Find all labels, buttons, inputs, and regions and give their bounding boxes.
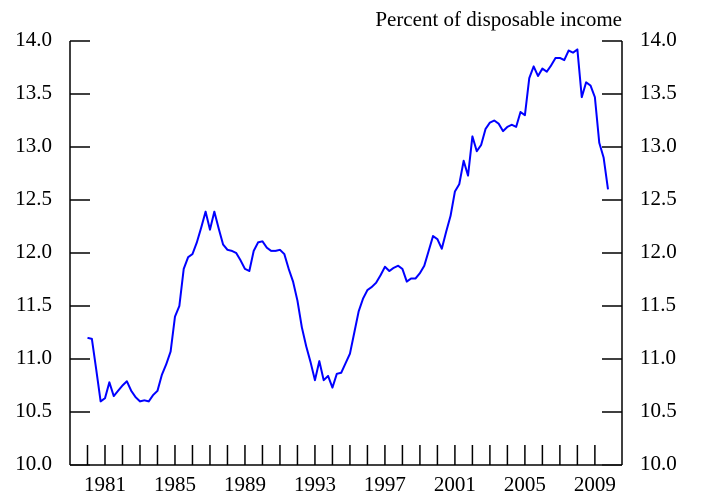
x-tick-label: 1989 xyxy=(224,472,266,496)
y-tick-label: 14.0 xyxy=(15,27,52,51)
y2-tick-label: 13.5 xyxy=(640,80,677,104)
x-tick-label: 1993 xyxy=(294,472,336,496)
y2-tick-label: 14.0 xyxy=(640,27,677,51)
y-tick-label: 13.0 xyxy=(15,133,52,157)
y2-tick-label: 12.5 xyxy=(640,186,677,210)
y2-tick-label: 13.0 xyxy=(640,133,677,157)
y2-tick-label: 11.0 xyxy=(640,345,676,369)
y-tick-label: 11.5 xyxy=(16,292,52,316)
chart-title: Percent of disposable income xyxy=(375,7,622,31)
x-tick-label: 1997 xyxy=(364,472,406,496)
x-tick-label: 1981 xyxy=(84,472,126,496)
x-tick-label: 1985 xyxy=(154,472,196,496)
y-tick-label: 11.0 xyxy=(16,345,52,369)
y-tick-label: 12.5 xyxy=(15,186,52,210)
y2-tick-label: 12.0 xyxy=(640,239,677,263)
x-tick-label: 2001 xyxy=(434,472,476,496)
data-line xyxy=(87,48,609,403)
y-tick-label: 13.5 xyxy=(15,80,52,104)
y2-tick-label: 10.5 xyxy=(640,398,677,422)
y2-tick-label: 11.5 xyxy=(640,292,676,316)
x-tick-label: 2009 xyxy=(574,472,616,496)
y-tick-label: 10.0 xyxy=(15,451,52,475)
x-tick-label: 2005 xyxy=(504,472,546,496)
y-tick-label: 12.0 xyxy=(15,239,52,263)
y-tick-label: 10.5 xyxy=(15,398,52,422)
y2-tick-label: 10.0 xyxy=(640,451,677,475)
